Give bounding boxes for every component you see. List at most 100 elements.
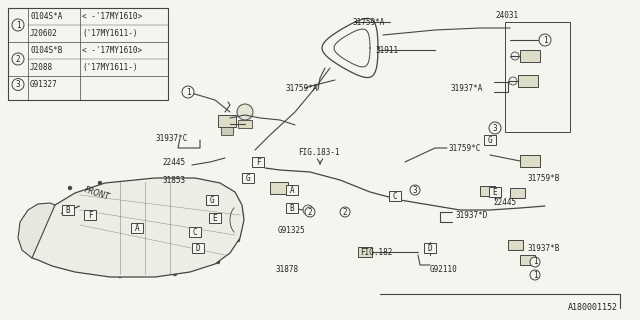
Bar <box>520 155 540 167</box>
Circle shape <box>198 181 202 185</box>
Text: B: B <box>66 205 70 214</box>
Bar <box>189 227 201 237</box>
Text: 3: 3 <box>16 80 20 89</box>
Text: G92110: G92110 <box>430 266 458 275</box>
Text: FIG.182: FIG.182 <box>360 247 392 257</box>
Bar <box>286 203 298 213</box>
Text: 2: 2 <box>342 207 348 217</box>
Text: C: C <box>193 228 197 236</box>
Circle shape <box>118 274 122 278</box>
Bar <box>286 185 298 195</box>
Text: D: D <box>428 244 432 252</box>
Text: F: F <box>256 157 260 166</box>
Text: ('17MY1611-): ('17MY1611-) <box>82 63 138 72</box>
Text: 31759*A: 31759*A <box>352 18 385 27</box>
Text: FRONT: FRONT <box>83 185 111 202</box>
Text: E: E <box>212 213 218 222</box>
Bar <box>8 8 168 100</box>
Circle shape <box>237 104 253 120</box>
Circle shape <box>182 86 194 98</box>
Bar <box>520 255 535 265</box>
Bar <box>84 210 96 220</box>
Text: D: D <box>196 244 200 252</box>
Circle shape <box>12 78 24 91</box>
Bar <box>192 243 204 253</box>
Text: 31878: 31878 <box>275 266 298 275</box>
Text: 31937*B: 31937*B <box>528 244 561 252</box>
Text: E: E <box>493 188 497 196</box>
Text: F: F <box>88 211 92 220</box>
Text: 31759*A: 31759*A <box>285 84 317 92</box>
Bar <box>252 157 264 167</box>
Bar <box>131 223 143 233</box>
Bar <box>238 120 252 128</box>
Text: 2: 2 <box>308 207 312 217</box>
Text: 1: 1 <box>186 87 190 97</box>
Circle shape <box>98 181 102 185</box>
Circle shape <box>43 254 47 258</box>
Circle shape <box>489 122 501 134</box>
Circle shape <box>12 53 24 65</box>
Bar <box>206 195 218 205</box>
Text: 1: 1 <box>532 270 538 279</box>
Circle shape <box>530 270 540 280</box>
Polygon shape <box>18 203 55 258</box>
Bar <box>480 186 495 196</box>
Text: G: G <box>246 173 250 182</box>
Circle shape <box>539 34 551 46</box>
Bar <box>209 213 221 223</box>
Circle shape <box>305 207 315 217</box>
Text: ('17MY1611-): ('17MY1611-) <box>82 29 138 38</box>
Bar <box>510 188 525 198</box>
Circle shape <box>70 266 74 270</box>
Text: B: B <box>290 204 294 212</box>
Circle shape <box>216 260 220 264</box>
Bar <box>489 187 501 197</box>
Text: 22445: 22445 <box>162 157 185 166</box>
Text: 31759*C: 31759*C <box>448 143 481 153</box>
Text: J20602: J20602 <box>30 29 58 38</box>
Text: A180001152: A180001152 <box>568 303 618 313</box>
Text: < -'17MY1610>: < -'17MY1610> <box>82 46 142 55</box>
Circle shape <box>340 207 350 217</box>
Text: 3: 3 <box>493 124 497 132</box>
Bar <box>270 182 288 194</box>
Circle shape <box>68 186 72 190</box>
Text: 24031: 24031 <box>495 11 518 20</box>
Text: 0104S*B: 0104S*B <box>30 46 62 55</box>
Polygon shape <box>30 178 244 277</box>
Text: 1: 1 <box>532 258 538 267</box>
Bar <box>389 191 401 201</box>
Text: 1: 1 <box>543 36 547 44</box>
Text: C: C <box>393 191 397 201</box>
Circle shape <box>12 19 24 31</box>
Circle shape <box>530 257 540 267</box>
Circle shape <box>236 238 240 242</box>
Circle shape <box>410 185 420 195</box>
Bar <box>242 173 254 183</box>
Text: 31937*C: 31937*C <box>155 133 188 142</box>
Bar <box>358 247 372 257</box>
Circle shape <box>173 272 177 276</box>
Text: < -'17MY1610>: < -'17MY1610> <box>82 12 142 21</box>
Text: G: G <box>210 196 214 204</box>
Text: 2: 2 <box>16 54 20 63</box>
Bar <box>518 75 538 87</box>
Text: 1: 1 <box>16 20 20 29</box>
Text: 31937*A: 31937*A <box>450 84 483 92</box>
Text: 31853: 31853 <box>162 175 185 185</box>
Text: 22445: 22445 <box>493 197 516 206</box>
Bar <box>218 115 236 127</box>
Bar <box>505 22 570 132</box>
Text: G91327: G91327 <box>30 80 58 89</box>
Text: FIG.183-1: FIG.183-1 <box>298 148 340 156</box>
Text: 31759*B: 31759*B <box>528 173 561 182</box>
Bar <box>424 243 436 253</box>
Text: 31911: 31911 <box>375 45 398 54</box>
Circle shape <box>158 178 162 182</box>
Bar <box>520 50 540 62</box>
Text: G: G <box>488 135 492 145</box>
Circle shape <box>240 213 244 217</box>
Bar <box>508 240 523 250</box>
Text: 0104S*A: 0104S*A <box>30 12 62 21</box>
